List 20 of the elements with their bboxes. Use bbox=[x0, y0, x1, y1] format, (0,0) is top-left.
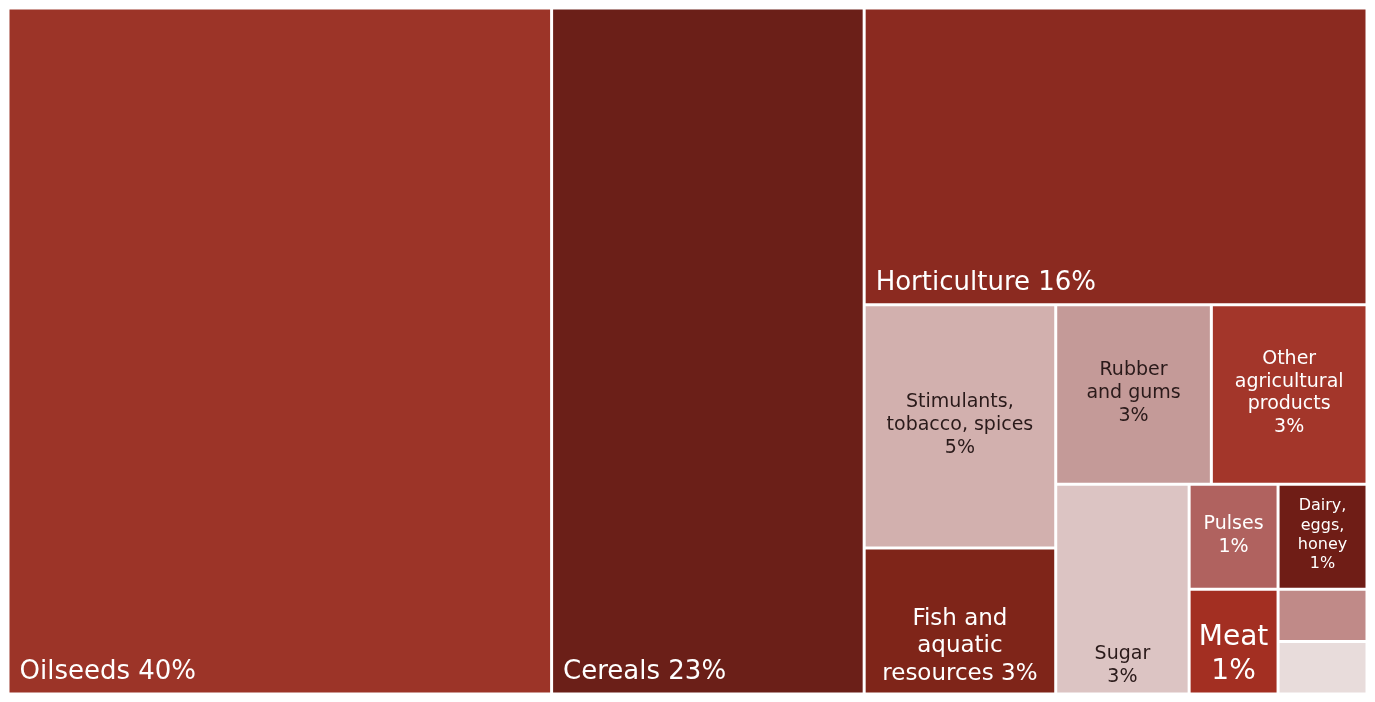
category-label: Rubber and gums bbox=[1086, 357, 1181, 403]
category-label: Cereals bbox=[563, 655, 661, 686]
data-label: 23% bbox=[668, 655, 727, 686]
data-label: 40% bbox=[138, 655, 197, 686]
data-label: 16% bbox=[1038, 265, 1097, 296]
data-label: 5% bbox=[944, 434, 975, 457]
data-label: 3% bbox=[1274, 414, 1305, 437]
category-label: Sugar bbox=[1094, 640, 1151, 663]
data-label: 3% bbox=[1107, 663, 1138, 686]
category-label: Horticulture bbox=[875, 265, 1031, 296]
category-label: Other agricultural products bbox=[1234, 345, 1344, 414]
category-label: Dairy, eggs, honey bbox=[1297, 495, 1348, 553]
category-label: Meat bbox=[1198, 619, 1269, 653]
data-label: 3% bbox=[1118, 402, 1149, 425]
category-label: Pulses bbox=[1203, 510, 1264, 533]
category-label: Stimulants, tobacco, spices bbox=[886, 389, 1034, 434]
data-label: 1% bbox=[1309, 552, 1336, 572]
data-label: 1% bbox=[1218, 533, 1249, 556]
data-label: 1% bbox=[1211, 652, 1256, 686]
category-label: Oilseeds bbox=[19, 655, 130, 686]
